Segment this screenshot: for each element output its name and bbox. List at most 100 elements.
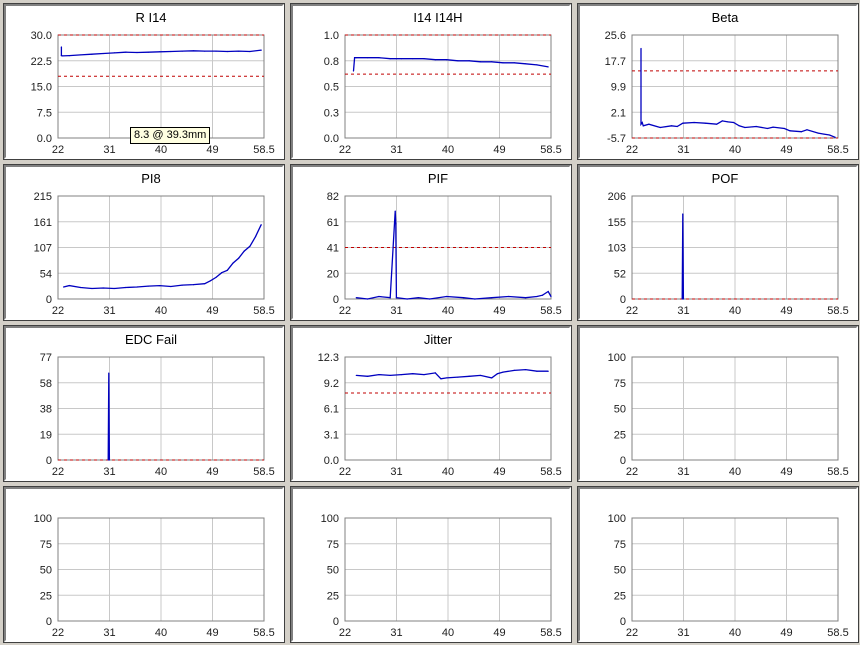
data-point	[158, 51, 161, 53]
y-tick-label: 0.0	[37, 133, 52, 145]
data-point	[215, 276, 217, 279]
data-point	[136, 51, 138, 54]
y-tick-label: 9.9	[611, 82, 626, 94]
y-tick-label: 107	[34, 243, 52, 255]
y-tick-label: 100	[34, 513, 52, 525]
data-point	[378, 295, 380, 298]
data-point	[378, 57, 380, 59]
data-point	[648, 123, 650, 125]
data-point	[547, 370, 549, 372]
x-tick-label: 22	[52, 144, 64, 156]
y-tick-label: 7.5	[37, 107, 52, 119]
data-point	[525, 368, 527, 371]
data-point	[806, 129, 808, 131]
data-point	[238, 257, 240, 259]
data-point	[491, 377, 493, 379]
data-point	[738, 125, 740, 127]
data-point	[423, 58, 425, 60]
data-point	[215, 50, 217, 52]
chart-title: PI8	[141, 171, 161, 186]
series-line	[107, 373, 111, 461]
data-point	[642, 125, 644, 127]
data-point	[550, 295, 552, 298]
y-tick-label: 15.0	[31, 82, 52, 94]
data-point	[491, 297, 493, 299]
value-tooltip: 8.3 @ 39.3mm	[130, 127, 211, 144]
data-point	[204, 283, 206, 285]
data-point	[462, 297, 465, 299]
data-point	[91, 287, 93, 290]
y-tick-label: 50	[40, 565, 52, 577]
chart-svg: POF 22 31 40 49 58.5 0 52 103 155 206	[608, 171, 849, 317]
data-point	[204, 50, 206, 52]
plot-frame	[57, 517, 265, 622]
x-tick-label: 49	[493, 305, 505, 317]
chart-panel: 22 31 40 49 58.5 0 25 50 75 100	[3, 486, 285, 643]
y-tick-label: 50	[614, 565, 626, 577]
data-point	[60, 46, 62, 48]
y-tick-label: -5.7	[607, 133, 626, 145]
data-point	[732, 121, 735, 124]
data-point	[226, 50, 228, 53]
data-point	[192, 50, 195, 52]
y-tick-label: 58	[40, 378, 52, 390]
x-tick-label: 22	[626, 627, 638, 639]
x-tick-label: 31	[677, 466, 689, 478]
data-point	[102, 52, 104, 55]
x-tick-label: 31	[390, 305, 402, 317]
x-tick-label: 58.5	[540, 305, 561, 317]
y-tick-label: 0.0	[324, 133, 339, 145]
data-point	[640, 123, 642, 125]
chart-title: Beta	[712, 10, 740, 25]
y-tick-label: 0	[46, 455, 52, 467]
x-tick-label: 31	[677, 144, 689, 156]
x-tick-label: 22	[339, 144, 351, 156]
y-tick-label: 12.3	[318, 352, 339, 364]
data-point	[125, 286, 127, 289]
data-point	[232, 262, 234, 264]
y-tick-label: 9.2	[324, 378, 339, 390]
data-point	[226, 269, 228, 271]
data-point	[147, 51, 149, 53]
x-tick-label: 31	[390, 144, 402, 156]
x-tick-label: 58.5	[827, 144, 848, 156]
x-tick-label: 49	[780, 305, 792, 317]
data-point	[536, 64, 538, 66]
data-point	[502, 62, 504, 64]
data-point	[800, 131, 802, 133]
chart-panel: PIF 22 31 40 49 58.5 0 20 41 61 82	[290, 164, 572, 321]
x-tick-label: 31	[103, 305, 115, 317]
data-point	[170, 50, 172, 53]
data-point	[744, 126, 746, 129]
data-point	[789, 130, 791, 132]
data-point	[389, 374, 391, 377]
y-tick-label: 100	[321, 513, 339, 525]
x-tick-label: 31	[103, 627, 115, 639]
data-point	[238, 50, 240, 52]
y-tick-label: 25	[327, 590, 339, 602]
series-line	[356, 211, 552, 300]
y-tick-label: 25.6	[605, 30, 626, 42]
data-point	[704, 122, 706, 124]
y-tick-label: 0.5	[324, 82, 339, 94]
x-tick-label: 40	[442, 144, 454, 156]
data-point	[412, 58, 414, 60]
y-tick-label: 0	[620, 455, 626, 467]
x-tick-label: 40	[155, 305, 167, 317]
data-point	[352, 70, 355, 72]
y-tick-label: 100	[608, 513, 626, 525]
plot-frame	[631, 356, 839, 461]
y-tick-label: 2.1	[611, 107, 626, 119]
plot-frame	[344, 517, 552, 622]
data-point	[682, 122, 684, 124]
chart-svg: EDC Fail 22 31 40 49 58.5 0 19 38 58 77	[40, 332, 275, 478]
data-point	[366, 298, 369, 300]
y-tick-label: 0	[333, 294, 339, 306]
data-point	[670, 125, 673, 127]
data-point	[676, 125, 678, 128]
y-tick-label: 54	[40, 268, 52, 280]
data-point	[445, 59, 448, 61]
chart-svg: Beta 22 31 40 49 58.5 -5.7 2.1 9.9 17.7 25.6	[605, 10, 849, 156]
chart-title: POF	[712, 171, 739, 186]
y-tick-label: 52	[614, 268, 626, 280]
